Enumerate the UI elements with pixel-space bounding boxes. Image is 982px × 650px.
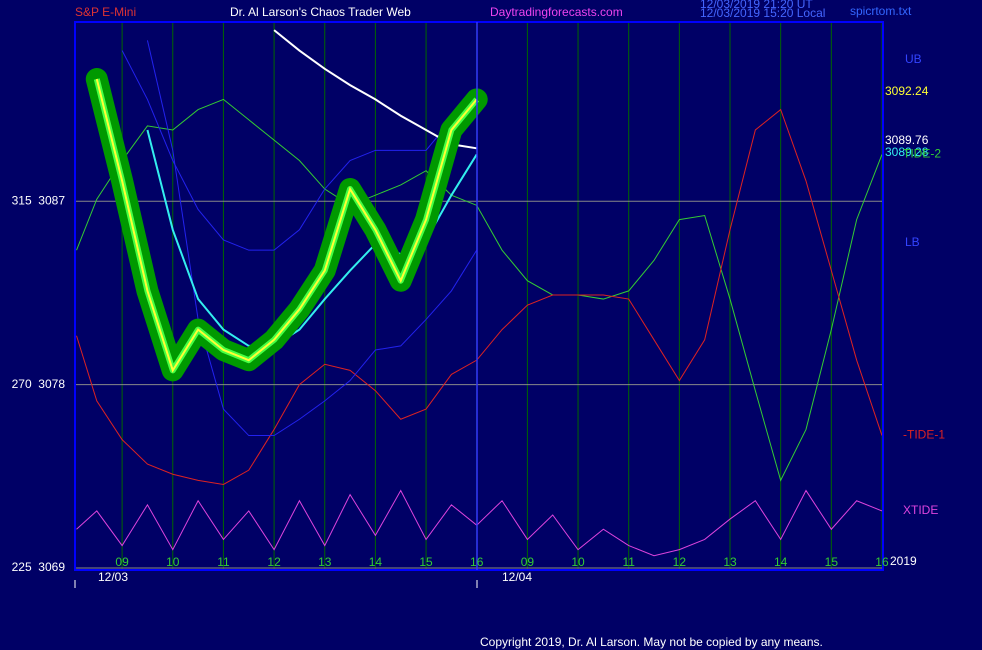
legend-label: XTIDE bbox=[903, 503, 938, 517]
x-tick-label: 15 bbox=[825, 555, 839, 569]
annotation: 2019 bbox=[890, 554, 917, 568]
x-tick-label: 10 bbox=[571, 555, 585, 569]
annotation: 12/03/2019 15:20 Local bbox=[700, 6, 825, 20]
x-tick-label: 12 bbox=[267, 555, 281, 569]
x-tick-label: 11 bbox=[622, 555, 635, 569]
annotation: UB bbox=[905, 52, 922, 66]
annotation: S&P E-Mini bbox=[75, 5, 136, 19]
plot-frame bbox=[74, 21, 884, 571]
x-tick-label: 11 bbox=[217, 555, 230, 569]
annotation: spicrtom.txt bbox=[850, 4, 912, 18]
annotation: LB bbox=[905, 235, 920, 249]
x-tick-label: 12 bbox=[673, 555, 687, 569]
x-tick-label: 13 bbox=[318, 555, 332, 569]
x-tick-label: 16 bbox=[470, 555, 484, 569]
y-tick-label: 225 3069 bbox=[12, 560, 66, 574]
x-tick-label: 09 bbox=[521, 555, 535, 569]
annotation: 12/03/2019 21:20 UT bbox=[700, 0, 813, 11]
y-tick-label: 270 3078 bbox=[12, 377, 66, 391]
x-tick-label: 15 bbox=[419, 555, 433, 569]
annotation: 3092.24 bbox=[885, 84, 929, 98]
annotation: 3089.76 bbox=[885, 133, 929, 147]
series-line bbox=[121, 50, 478, 251]
x-tick-label: 13 bbox=[723, 555, 737, 569]
chart-title: Dr. Al Larson's Chaos Trader Web bbox=[230, 5, 411, 19]
series-line bbox=[95, 78, 478, 373]
copyright: Copyright 2019, Dr. Al Larson. May not b… bbox=[480, 635, 823, 649]
x-tick-label: 16 bbox=[875, 555, 889, 569]
legend-label: -TIDE-1 bbox=[903, 428, 945, 442]
x-tick-label: 14 bbox=[774, 555, 788, 569]
x-tick-label: 14 bbox=[369, 555, 383, 569]
annotation: 3089.28 bbox=[885, 145, 929, 159]
date-label: 12/03 bbox=[98, 570, 128, 584]
y-tick-label: 315 3087 bbox=[12, 193, 66, 207]
legend-label: TIDE-2 bbox=[903, 147, 941, 161]
x-tick-label: 10 bbox=[166, 555, 180, 569]
date-label: 12/04 bbox=[502, 570, 532, 584]
annotation: Daytradingforecasts.com bbox=[490, 5, 623, 19]
x-tick-label: 09 bbox=[115, 555, 129, 569]
